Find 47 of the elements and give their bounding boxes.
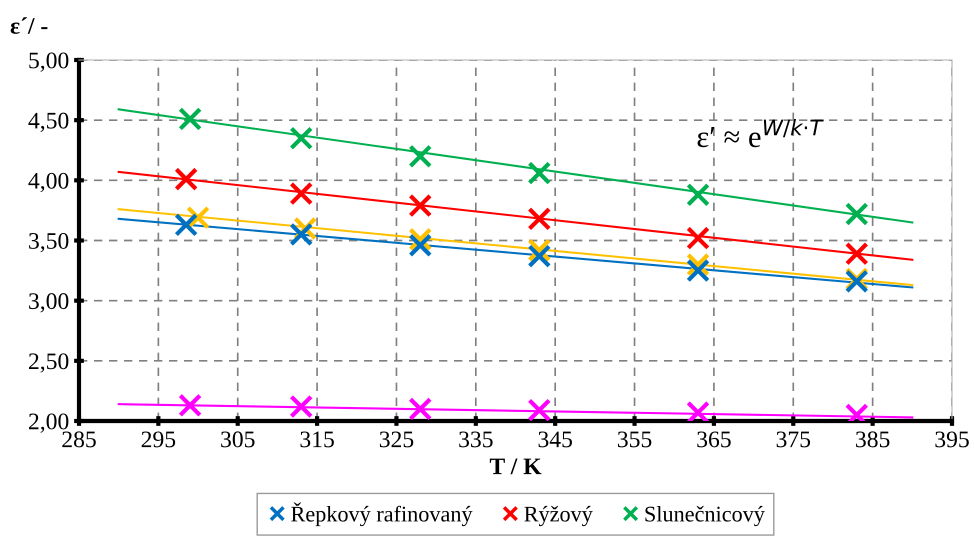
point xyxy=(408,234,432,258)
point xyxy=(174,167,198,191)
point xyxy=(289,222,314,246)
point xyxy=(528,244,552,268)
annotation: ε′ ≈ e$^{W/k·T}$ xyxy=(698,119,824,148)
y-tick-label: 3,00 xyxy=(29,293,68,312)
y-tick-label: 5,00 xyxy=(29,52,68,72)
point xyxy=(686,258,710,282)
point xyxy=(186,206,210,230)
point xyxy=(686,182,710,207)
x-tick-label: 355 xyxy=(618,431,652,448)
y-tick-label: 3,50 xyxy=(29,232,68,252)
point xyxy=(178,394,202,418)
point xyxy=(178,107,202,131)
x-tick-label: 285 xyxy=(62,431,96,448)
point xyxy=(289,126,314,150)
x-tick-label: 305 xyxy=(221,431,255,448)
point xyxy=(686,226,710,250)
y-tick-label: 2,50 xyxy=(28,353,68,373)
point xyxy=(528,207,552,231)
y-tick-label: 4,50 xyxy=(28,112,68,132)
point xyxy=(844,242,869,266)
point xyxy=(528,161,552,185)
x-tick-label: 295 xyxy=(142,431,176,448)
point xyxy=(528,398,552,421)
y-tick-label: 2,00 xyxy=(28,413,68,433)
x-tick-label: 395 xyxy=(935,431,969,448)
x-tick-label: 345 xyxy=(538,431,572,448)
point xyxy=(844,202,869,226)
point xyxy=(408,194,432,218)
point xyxy=(174,213,198,237)
point xyxy=(408,397,432,421)
x-tick-label: 385 xyxy=(856,431,890,448)
x-tick-label: 325 xyxy=(380,431,414,448)
point xyxy=(289,394,314,418)
legend-label: Rýžový xyxy=(524,506,593,526)
x-tick-label: 365 xyxy=(697,431,731,448)
legend-label: Řepkový rafinovaný xyxy=(291,502,472,526)
point xyxy=(289,182,314,206)
x-tick-label: 375 xyxy=(776,431,810,448)
y-tick-label: 4,00 xyxy=(28,172,68,192)
legend-label: Slunečnicový xyxy=(645,506,765,526)
point xyxy=(408,144,432,168)
y-axis-title: ε´/ - xyxy=(10,17,48,34)
x-tick-label: 315 xyxy=(300,431,334,448)
x-tick-label: 335 xyxy=(459,431,493,448)
x-axis-title: T / K xyxy=(490,458,542,474)
